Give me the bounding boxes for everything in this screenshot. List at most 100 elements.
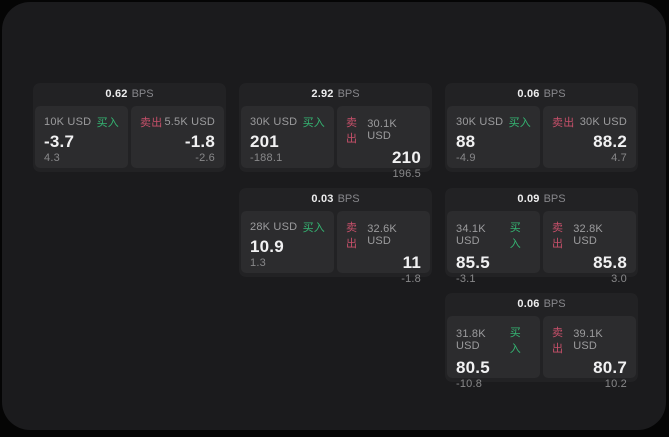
buy-price: 10.9 [250, 237, 284, 256]
spread-value: 0.06 [517, 88, 540, 100]
buy-notional-label: 30K USD [456, 116, 504, 128]
buy-quote-tile[interactable]: 28K USD 买入 10.9 1.3 [241, 211, 334, 273]
quote-tiles: 31.8K USD 买入 80.5 -10.8 卖出 39.1K USD 80.… [445, 316, 638, 390]
sell-delta: -2.6 [195, 152, 215, 164]
buy-quote-tile[interactable]: 30K USD 买入 88 -4.9 [447, 106, 540, 168]
sell-side-label: 卖出 [346, 117, 358, 145]
buy-notional-label: 30K USD [250, 116, 298, 128]
buy-tile-top: 30K USD 买入 [250, 114, 325, 130]
sell-quote-tile[interactable]: 卖出 5.5K USD -1.8 -2.6 [131, 106, 224, 168]
buy-quote-tile[interactable]: 34.1K USD 买入 85.5 -3.1 [447, 211, 540, 285]
sell-tile-top: 卖出 32.8K USD [552, 219, 627, 251]
sell-notional-label: 30.1K USD [367, 118, 397, 142]
buy-price: 88 [456, 132, 476, 151]
buy-tile-top: 34.1K USD 买入 [456, 219, 531, 251]
buy-notional-label: 10K USD [44, 116, 92, 128]
buy-side-label: 买入 [509, 327, 521, 355]
spread-value: 2.92 [311, 88, 334, 100]
sell-price: 80.7 [593, 358, 627, 377]
buy-tile-top: 28K USD 买入 [250, 219, 325, 235]
buy-price: 80.5 [456, 358, 490, 377]
buy-side-label: 买入 [509, 222, 521, 250]
bps-label: BPS [337, 193, 360, 205]
buy-tile-top: 31.8K USD 买入 [456, 324, 531, 356]
sell-tile-top: 卖出 32.6K USD [346, 219, 421, 251]
buy-side-label: 买入 [96, 117, 119, 129]
buy-tile-top: 30K USD 买入 [456, 114, 531, 130]
sell-notional-label: 32.8K USD [573, 223, 603, 247]
buy-price: 201 [250, 132, 279, 151]
sell-tile-top: 卖出 30.1K USD [346, 114, 421, 146]
spread-card: 0.06 BPS 30K USD 买入 88 -4.9 卖出 30K USD [445, 83, 638, 172]
sell-notional-label: 30K USD [579, 116, 627, 128]
sell-side-label: 卖出 [346, 222, 358, 250]
spread-value: 0.03 [311, 193, 334, 205]
bps-label: BPS [543, 193, 566, 205]
quote-tiles: 10K USD 买入 -3.7 4.3 卖出 5.5K USD -1.8 -2.… [33, 106, 226, 170]
sell-quote-tile[interactable]: 卖出 30K USD 88.2 4.7 [543, 106, 636, 168]
buy-notional-label: 31.8K USD [456, 328, 486, 352]
buy-delta: -3.1 [456, 273, 476, 285]
spread-card: 0.06 BPS 31.8K USD 买入 80.5 -10.8 卖出 39.1… [445, 293, 638, 390]
sell-notional-label: 39.1K USD [573, 328, 603, 352]
app-surface: 0.62 BPS 10K USD 买入 -3.7 4.3 卖出 5.5K USD [2, 2, 666, 430]
sell-price: 88.2 [593, 132, 627, 151]
sell-notional-label: 5.5K USD [164, 116, 215, 128]
sell-delta: -1.8 [401, 273, 421, 285]
buy-side-label: 买入 [302, 222, 325, 234]
sell-tile-top: 卖出 5.5K USD [140, 114, 215, 130]
buy-delta: -188.1 [250, 152, 283, 164]
quote-tiles: 30K USD 买入 201 -188.1 卖出 30.1K USD 210 1… [239, 106, 432, 180]
sell-price: 85.8 [593, 253, 627, 272]
buy-side-label: 买入 [302, 117, 325, 129]
spread-card: 0.03 BPS 28K USD 买入 10.9 1.3 卖出 32.6K US… [239, 188, 432, 285]
spread-value: 0.62 [105, 88, 128, 100]
bps-label: BPS [337, 88, 360, 100]
quote-tiles: 28K USD 买入 10.9 1.3 卖出 32.6K USD 11 -1.8 [239, 211, 432, 285]
quote-tiles: 30K USD 买入 88 -4.9 卖出 30K USD 88.2 4.7 [445, 106, 638, 170]
buy-quote-tile[interactable]: 10K USD 买入 -3.7 4.3 [35, 106, 128, 168]
buy-side-label: 买入 [508, 117, 531, 129]
card-header: 0.62 BPS [33, 83, 226, 106]
buy-delta: -4.9 [456, 152, 476, 164]
card-header: 0.06 BPS [445, 293, 638, 316]
buy-price: 85.5 [456, 253, 490, 272]
sell-delta: 3.0 [611, 273, 627, 285]
sell-quote-tile[interactable]: 卖出 32.6K USD 11 -1.8 [337, 211, 430, 285]
card-header: 0.06 BPS [445, 83, 638, 106]
sell-side-label: 卖出 [552, 327, 564, 355]
sell-side-label: 卖出 [552, 117, 575, 129]
card-header: 2.92 BPS [239, 83, 432, 106]
buy-quote-tile[interactable]: 31.8K USD 买入 80.5 -10.8 [447, 316, 540, 390]
sell-tile-top: 卖出 30K USD [552, 114, 627, 130]
bps-label: BPS [543, 88, 566, 100]
sell-price: 11 [402, 253, 421, 272]
buy-tile-top: 10K USD 买入 [44, 114, 119, 130]
card-header: 0.09 BPS [445, 188, 638, 211]
buy-notional-label: 34.1K USD [456, 223, 486, 247]
card-header: 0.03 BPS [239, 188, 432, 211]
spread-card: 2.92 BPS 30K USD 买入 201 -188.1 卖出 30.1K … [239, 83, 432, 180]
bps-label: BPS [131, 88, 154, 100]
sell-quote-tile[interactable]: 卖出 39.1K USD 80.7 10.2 [543, 316, 636, 390]
sell-delta: 4.7 [611, 152, 627, 164]
sell-notional-label: 32.6K USD [367, 223, 397, 247]
sell-side-label: 卖出 [552, 222, 564, 250]
buy-delta: 4.3 [44, 152, 60, 164]
buy-delta: 1.3 [250, 257, 266, 269]
spread-card: 0.09 BPS 34.1K USD 买入 85.5 -3.1 卖出 32.8K… [445, 188, 638, 285]
sell-delta: 196.5 [392, 168, 421, 180]
sell-side-label: 卖出 [140, 117, 163, 129]
buy-price: -3.7 [44, 132, 75, 151]
sell-tile-top: 卖出 39.1K USD [552, 324, 627, 356]
spread-value: 0.09 [517, 193, 540, 205]
sell-price: -1.8 [184, 132, 215, 151]
buy-quote-tile[interactable]: 30K USD 买入 201 -188.1 [241, 106, 334, 168]
buy-delta: -10.8 [456, 378, 483, 390]
quote-tiles: 34.1K USD 买入 85.5 -3.1 卖出 32.8K USD 85.8… [445, 211, 638, 285]
sell-quote-tile[interactable]: 卖出 30.1K USD 210 196.5 [337, 106, 430, 180]
sell-quote-tile[interactable]: 卖出 32.8K USD 85.8 3.0 [543, 211, 636, 285]
spread-card: 0.62 BPS 10K USD 买入 -3.7 4.3 卖出 5.5K USD [33, 83, 226, 172]
spread-value: 0.06 [517, 298, 540, 310]
